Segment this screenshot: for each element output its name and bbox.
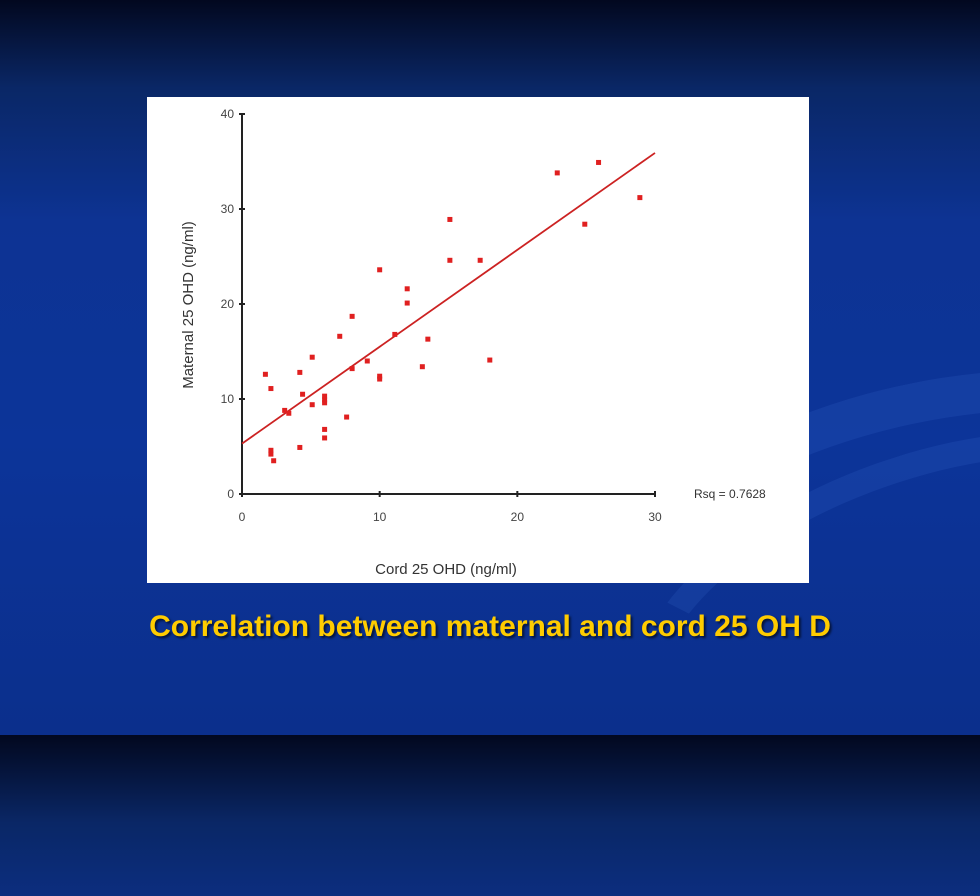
data-point <box>377 267 383 273</box>
x-axis-title: Cord 25 OHD (ng/ml) <box>375 561 517 578</box>
data-point <box>322 435 328 441</box>
y-tick-label: 30 <box>221 202 235 216</box>
data-point <box>286 410 292 416</box>
data-point <box>447 257 453 263</box>
x-tick-label: 10 <box>373 510 387 524</box>
regression-line <box>241 152 656 445</box>
data-point <box>322 393 328 399</box>
data-point <box>487 357 493 363</box>
data-point <box>268 386 274 392</box>
y-tick-label: 20 <box>221 297 235 311</box>
data-point <box>377 376 383 382</box>
data-point <box>337 333 343 339</box>
chart-panel: Maternal 25 OHD (ng/ml) Cord 25 OHD (ng/… <box>147 97 809 583</box>
data-point <box>404 286 410 292</box>
data-point <box>419 364 425 370</box>
data-point <box>554 170 560 176</box>
y-axis-title: Maternal 25 OHD (ng/ml) <box>180 221 197 389</box>
data-point <box>349 313 355 319</box>
data-point <box>300 391 306 397</box>
data-point <box>404 300 410 306</box>
data-point <box>582 221 588 227</box>
data-point <box>364 358 370 364</box>
data-point <box>271 458 277 464</box>
data-point <box>282 407 288 413</box>
data-point <box>637 195 643 201</box>
y-tick-label: 0 <box>227 487 234 501</box>
x-tick-label: 20 <box>511 510 525 524</box>
data-point <box>477 257 483 263</box>
data-point <box>268 447 274 453</box>
data-point <box>322 400 328 406</box>
rsq-label: Rsq = 0.7628 <box>694 487 766 501</box>
x-tick-label: 0 <box>239 510 246 524</box>
slide-caption: Correlation between maternal and cord 25… <box>149 610 831 643</box>
data-point <box>377 373 383 379</box>
data-point <box>349 366 355 372</box>
data-point <box>322 426 328 432</box>
data-point <box>392 331 398 337</box>
data-point <box>297 369 303 375</box>
data-point <box>344 414 350 420</box>
data-point <box>447 216 453 222</box>
scatter-plot: Maternal 25 OHD (ng/ml) Cord 25 OHD (ng/… <box>180 107 766 578</box>
data-point <box>322 397 328 403</box>
data-point <box>297 444 303 450</box>
data-point <box>262 371 268 377</box>
data-point <box>596 159 602 165</box>
data-point <box>425 336 431 342</box>
y-tick-label: 40 <box>221 107 235 121</box>
y-tick-label: 10 <box>221 392 235 406</box>
data-point <box>268 451 274 457</box>
data-point <box>309 354 315 360</box>
data-point <box>309 402 315 408</box>
x-tick-label: 30 <box>648 510 662 524</box>
